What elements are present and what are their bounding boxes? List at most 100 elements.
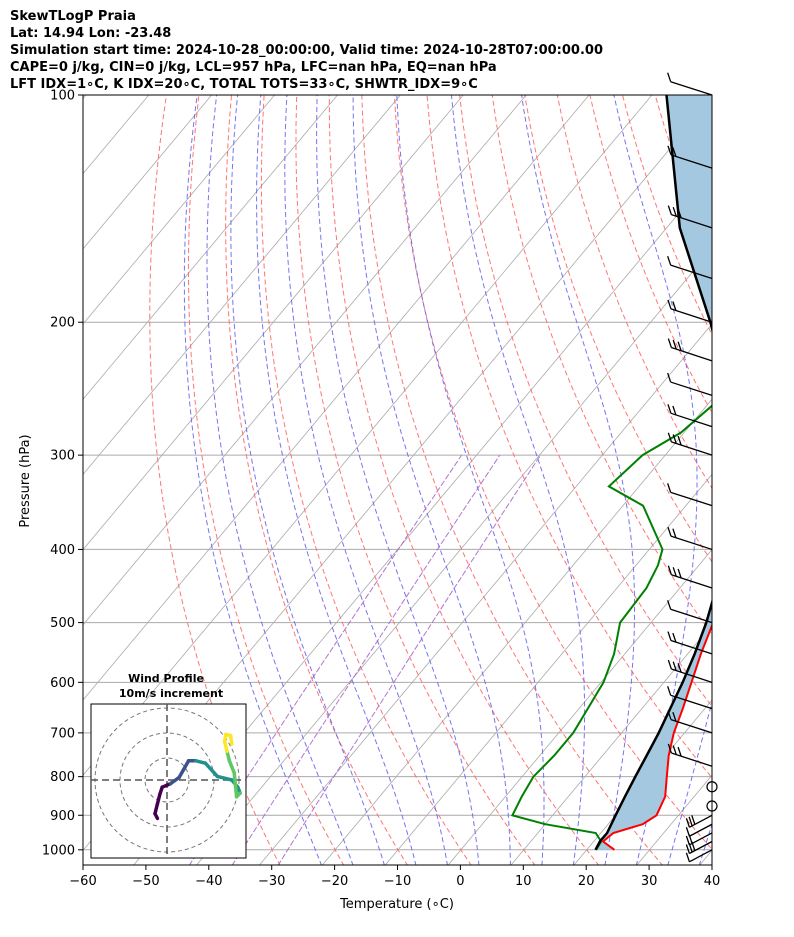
wind-barb [667,686,713,710]
dry-adiabat [328,95,600,865]
barb-staff [670,381,713,396]
dry-adiabat [225,95,408,865]
moist-adiabat [352,95,511,865]
y-tick-label: 200 [50,316,75,331]
barb-flag [667,372,672,383]
barb-flag [672,711,677,722]
barb-flag [677,568,682,579]
dry-adiabat [149,95,281,865]
y-axis-label: Pressure (hPa) [18,434,33,527]
wind-barb [667,631,713,655]
y-tick-label: 700 [50,726,75,741]
barb-flag [672,339,677,350]
x-tick-label: −50 [132,874,159,889]
barb-flag [667,710,672,720]
parcel-line [594,95,712,851]
isotherm-line [699,849,712,865]
x-tick-label: 40 [704,874,721,889]
isotherm-line [447,548,712,865]
wind-barb [667,565,713,589]
barb-flag [691,841,696,851]
wind-barb [685,814,713,828]
barb-staff [671,574,713,589]
wind-barb [685,849,713,863]
inset-frame [90,703,247,859]
wind-barb [685,840,713,855]
temperature-line [601,622,712,851]
barb-flag [667,600,672,610]
barb-flag [667,743,672,754]
x-tick-label: −40 [195,874,222,889]
barb-flag [685,818,691,828]
location-line: Lat: 14.94 Lon: -23.48 [10,26,172,41]
hodograph-segment [215,774,234,782]
barb-staff [689,840,713,855]
moist-adiabat [698,822,712,865]
barb-flag [672,405,677,416]
index-line: LFT IDX=1∘C, K IDX=20∘C, TOTAL TOTS=33∘C… [10,77,478,92]
wind-profile-inset: Wind Profile 10m/s increment [90,672,247,859]
x-tick-label: −20 [321,874,348,889]
barb-flag [667,686,672,696]
barb-flag [667,338,672,348]
moist-adiabat [451,95,586,865]
barb-flag [667,255,672,266]
wind-barb [667,404,713,428]
moist-adiabat [613,95,698,865]
isotherm-line [384,473,712,865]
mixing-ratio-line [277,454,541,865]
isotherm-line [83,95,212,250]
wind-barb [667,299,713,323]
barb-flag [677,208,682,219]
barb-staff [670,491,713,507]
barb-staff [670,718,713,734]
dry-adiabat [187,95,345,865]
isotherm-line [83,95,590,701]
y-tick-label: 900 [50,809,75,824]
x-tick-label: −10 [384,874,411,889]
barb-flag [691,815,696,825]
wind-barb [667,526,713,551]
chart-title: SkewTLogP Praia [10,9,136,24]
hodograph-segment [227,759,236,775]
barb-flag [667,659,672,670]
moist-adiabat [206,95,354,865]
profile-lines [510,95,712,851]
barb-flag [672,528,677,538]
barb-flag [667,404,672,414]
barb-staff [671,441,713,456]
barb-staff [671,346,713,362]
y-tick-label: 500 [50,616,75,631]
dry-adiabat [295,95,536,865]
x-tick-label: 20 [578,874,595,889]
moist-adiabat [316,95,480,865]
wind-barb [667,483,713,507]
dry-adiabat [785,95,794,866]
axes: −60 −50 −40 −30 −20 −10 0 10 20 30 40 100 200 300 400 5… [42,89,720,890]
barb-flag [672,632,677,643]
dry-adiabat [720,95,794,866]
barb-staff [670,308,713,323]
barb-staff [670,608,713,624]
moist-adiabat [521,95,635,865]
moist-adiabat [396,95,545,865]
x-tick-label: −30 [258,874,285,889]
barb-flag [667,483,672,493]
barb-flag [685,852,691,863]
barb-flag [667,631,672,641]
barb-flag [672,301,677,311]
inset-subtitle: 10m/s increment [119,687,223,700]
isotherm-line [196,248,712,865]
barb-flag [667,432,672,443]
hodograph-segment [228,733,234,746]
barb-staff [670,81,713,96]
barb-flag [672,745,677,755]
y-tick-label: 400 [50,543,75,558]
moist-adiabat [230,95,385,865]
wind-barb [667,659,713,683]
isotherm-line [258,323,712,865]
moist-adiabat [256,95,417,865]
dry-adiabat [753,95,794,866]
wind-barb [667,372,713,396]
